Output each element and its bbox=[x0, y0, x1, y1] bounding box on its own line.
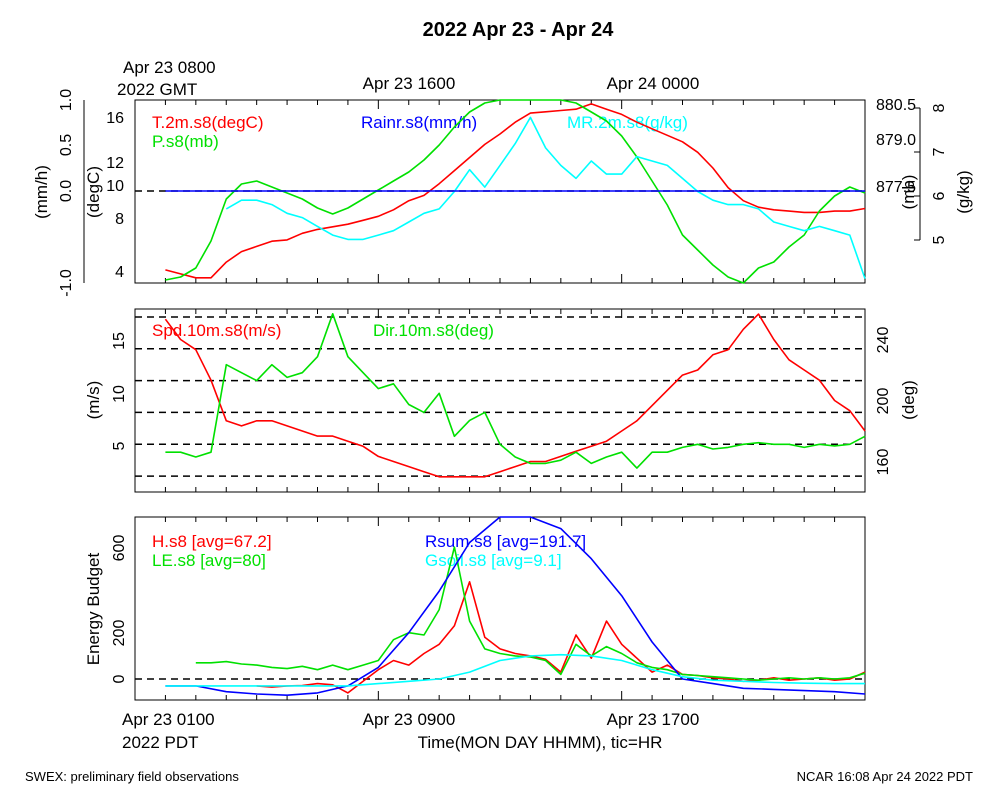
tick-direction-2: 200 bbox=[875, 388, 892, 415]
legend-soil-flux: Gsoil.s8 [avg=9.1] bbox=[425, 551, 562, 570]
legend-sensible-heat: H.s8 [avg=67.2] bbox=[152, 532, 272, 551]
tick-direction-1: 240 bbox=[875, 327, 892, 354]
tick-mixing-1: 8 bbox=[931, 103, 948, 112]
wind-direction-line bbox=[165, 313, 866, 469]
tick-temp-3: 10 bbox=[106, 178, 124, 195]
legend-mixing-ratio: MR.2m.s8(g/kg) bbox=[567, 113, 688, 132]
tick-energy-1: 600 bbox=[111, 535, 128, 562]
mixing-axis-ticks bbox=[914, 107, 920, 241]
x-axis-title: Time(MON DAY HHMM), tic=HR bbox=[418, 733, 663, 752]
axis-label-temp: (degC) bbox=[84, 166, 103, 218]
tick-mixing-3: 6 bbox=[931, 191, 948, 200]
grid-layer bbox=[135, 190, 865, 680]
bottom-start-label-1: Apr 23 0100 bbox=[122, 710, 215, 729]
bottom-label-2: Apr 23 1700 bbox=[607, 710, 700, 729]
soil-flux-line bbox=[165, 653, 865, 687]
bottom-start-label-2: 2022 PDT bbox=[122, 733, 199, 752]
axis-label-direction: (deg) bbox=[899, 380, 918, 420]
legend-pressure: P.s8(mb) bbox=[152, 132, 219, 151]
wind-speed-line bbox=[164, 313, 866, 478]
tick-temp-2: 12 bbox=[106, 155, 124, 172]
top-start-label-1: Apr 23 0800 bbox=[123, 58, 216, 77]
axis-label-pressure: (mb) bbox=[899, 175, 918, 210]
legend-wind-speed: Spd.10m.s8(m/s) bbox=[152, 321, 281, 340]
time-tick-layer bbox=[134, 100, 866, 700]
axis-label-mixing: (g/kg) bbox=[954, 170, 973, 213]
tick-temp-5: 4 bbox=[115, 264, 124, 281]
top-label-1: Apr 23 1600 bbox=[363, 74, 456, 93]
axis-label-energy: Energy Budget bbox=[84, 552, 103, 665]
legend-wind-dir: Dir.10m.s8(deg) bbox=[373, 321, 494, 340]
footer-right: NCAR 16:08 Apr 24 2022 PDT bbox=[797, 769, 973, 784]
tick-speed-2: 10 bbox=[111, 385, 128, 403]
legend-radiation-sum: Rsum.s8 [avg=191.7] bbox=[425, 532, 586, 551]
top-start-label-2: 2022 GMT bbox=[117, 80, 197, 99]
radiation-sum-line bbox=[165, 516, 866, 696]
tick-rain-1: 1.0 bbox=[58, 89, 75, 111]
tick-pressure-1: 880.5 bbox=[876, 97, 916, 114]
sensible-heat-line bbox=[256, 581, 866, 694]
top-label-2: Apr 24 0000 bbox=[607, 74, 700, 93]
tick-energy-3: 200 bbox=[111, 620, 128, 647]
tick-energy-4: 0 bbox=[111, 674, 128, 683]
tick-rain-3: 0.0 bbox=[58, 180, 75, 202]
legend-latent-heat: LE.s8 [avg=80] bbox=[152, 551, 266, 570]
tick-mixing-2: 7 bbox=[931, 147, 948, 156]
tick-speed-1: 15 bbox=[111, 332, 128, 350]
tick-direction-3: 160 bbox=[875, 449, 892, 476]
tick-rain-2: 0.5 bbox=[58, 134, 75, 156]
tick-mixing-4: 5 bbox=[931, 235, 948, 244]
tick-speed-3: 5 bbox=[111, 441, 128, 450]
tick-rain-4: -1.0 bbox=[58, 269, 75, 297]
bottom-label-1: Apr 23 0900 bbox=[363, 710, 456, 729]
tick-pressure-2: 879.0 bbox=[876, 132, 916, 149]
chart-title: 2022 Apr 23 - Apr 24 bbox=[423, 19, 615, 41]
tick-temp-4: 8 bbox=[115, 211, 124, 228]
footer-left: SWEX: preliminary field observations bbox=[25, 769, 239, 784]
series-layer bbox=[164, 99, 866, 696]
axis-label-rain: (mm/h) bbox=[32, 165, 51, 219]
temperature-line bbox=[165, 103, 866, 279]
latent-heat-line bbox=[195, 546, 866, 681]
tick-temp-1: 16 bbox=[106, 110, 124, 127]
legend-rain-rate: Rainr.s8(mm/h) bbox=[361, 113, 477, 132]
tick-pressure-3: 877.5 bbox=[876, 179, 916, 196]
mixing-ratio-line bbox=[225, 116, 866, 279]
axis-label-speed: (m/s) bbox=[84, 381, 103, 420]
legend-temperature: T.2m.s8(degC) bbox=[152, 113, 263, 132]
